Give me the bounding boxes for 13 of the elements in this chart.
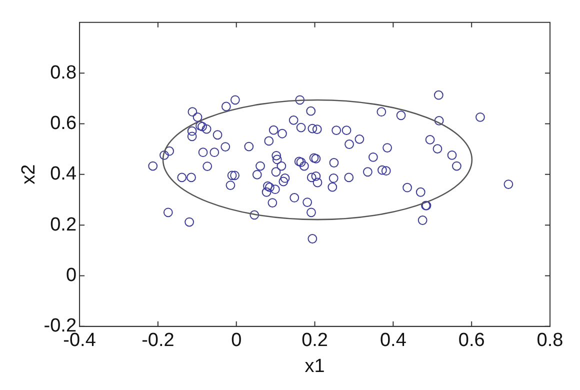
x-axis-title: x1 bbox=[304, 356, 325, 377]
y-axis-title: x2 bbox=[18, 164, 40, 184]
y-tick-label: 0.8 bbox=[50, 62, 77, 84]
x-tick-label: 0.4 bbox=[380, 330, 407, 352]
x-tick-label: 0 bbox=[231, 330, 242, 352]
y-tick-label: 0.2 bbox=[50, 214, 77, 236]
x-tick-label: -0.2 bbox=[142, 330, 174, 352]
x-tick-label: 0.8 bbox=[536, 330, 564, 352]
x-tick-label: 0.6 bbox=[458, 330, 485, 352]
y-tick-label: 0 bbox=[66, 264, 77, 286]
y-tick-label: 0.6 bbox=[50, 112, 77, 134]
x-tick-label: 0.2 bbox=[302, 330, 328, 352]
y-tick-label: 0.4 bbox=[50, 164, 77, 185]
